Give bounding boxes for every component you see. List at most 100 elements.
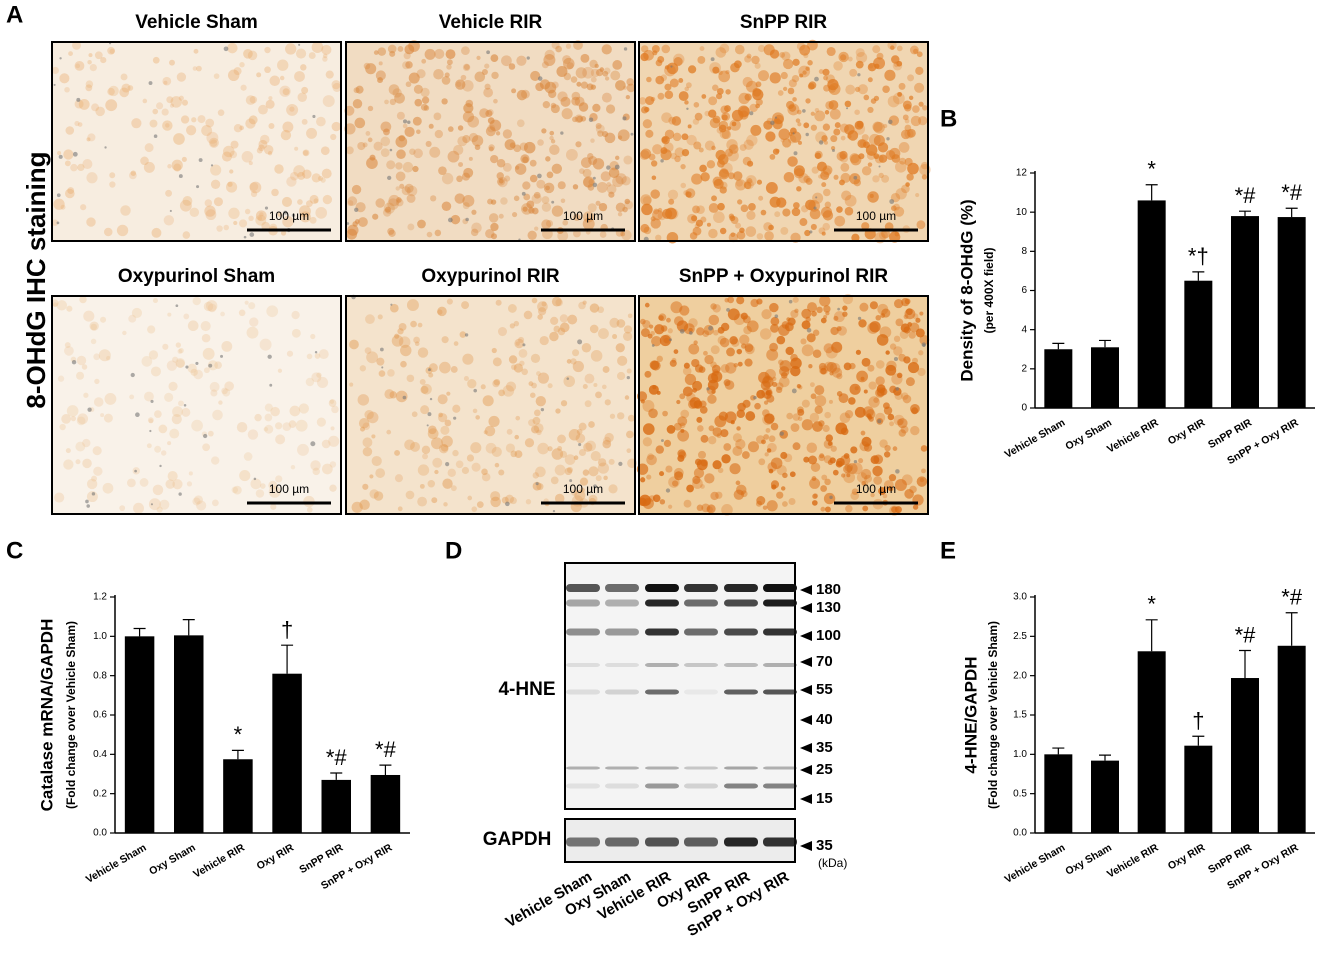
speck [521, 191, 526, 196]
cell [376, 357, 385, 366]
cell [373, 491, 384, 501]
cell [396, 149, 406, 160]
cell [914, 82, 925, 93]
speck [150, 503, 153, 506]
cell [508, 355, 518, 364]
bar [1091, 760, 1119, 833]
band [605, 837, 639, 847]
cell [281, 196, 293, 207]
speck [53, 83, 56, 86]
cell [677, 416, 688, 427]
cell [597, 462, 609, 474]
cell [890, 45, 895, 50]
cell [387, 198, 399, 210]
cell [250, 478, 262, 490]
marker-arrow [800, 603, 812, 613]
cell [447, 126, 454, 132]
cell [82, 438, 91, 448]
cell [332, 82, 342, 92]
cell [267, 151, 273, 156]
cell [297, 443, 309, 456]
cell [244, 300, 249, 305]
speck [150, 399, 154, 403]
speck [537, 76, 543, 81]
cell [738, 92, 750, 105]
cell [553, 325, 561, 333]
cell [509, 497, 517, 505]
cell [526, 200, 535, 209]
cell [575, 433, 586, 444]
cell [289, 106, 295, 112]
cell [260, 483, 266, 489]
cell [796, 186, 802, 192]
cell [797, 416, 803, 422]
cell [270, 503, 277, 510]
cell [899, 157, 907, 165]
cell [490, 154, 499, 164]
cell [712, 84, 719, 91]
cell [598, 328, 609, 339]
cell [910, 425, 920, 436]
image-title: Vehicle RIR [439, 12, 543, 33]
cell [347, 200, 354, 207]
cell [834, 215, 846, 227]
error-bar [133, 627, 146, 637]
cell [144, 143, 154, 153]
speck [381, 366, 384, 369]
cell [856, 370, 868, 383]
cell [907, 128, 916, 138]
cell [143, 161, 155, 173]
cell [302, 169, 312, 179]
cell [706, 222, 711, 227]
cell [536, 483, 544, 491]
cell [893, 414, 905, 426]
cell [713, 211, 725, 224]
y-axis-sublabel: (per 400X field) [982, 247, 996, 333]
texture [349, 294, 637, 513]
cell [293, 165, 306, 177]
cell [570, 76, 578, 83]
cell [463, 64, 470, 71]
cell [588, 494, 598, 504]
cell [457, 136, 468, 147]
speck [686, 107, 689, 110]
cell [275, 434, 286, 445]
cell [541, 202, 552, 212]
cell [538, 307, 547, 316]
cell [496, 172, 504, 180]
y-tick-label: 0.4 [93, 749, 107, 760]
cell [778, 128, 790, 140]
cell [59, 423, 66, 431]
significance: * [1147, 157, 1156, 182]
speck [243, 235, 247, 239]
cell [566, 359, 572, 364]
cell [642, 196, 652, 206]
cell [574, 489, 586, 501]
cell [823, 492, 836, 505]
cell [877, 389, 885, 397]
cell [548, 89, 557, 99]
cell [555, 408, 561, 414]
cell [438, 412, 443, 418]
cell [652, 144, 663, 155]
cell [521, 368, 528, 376]
cell [222, 388, 231, 397]
cell [175, 342, 181, 348]
panel-label: C [6, 537, 23, 564]
cell [495, 299, 502, 306]
cell [571, 91, 581, 101]
cell [416, 129, 421, 135]
cell [580, 157, 592, 168]
cell [622, 206, 628, 213]
cell [626, 83, 636, 93]
cell [455, 460, 464, 469]
cell [481, 69, 488, 76]
y-axis-label: Density of 8-OHdG (%) [957, 199, 976, 381]
cell [720, 429, 729, 438]
cell [181, 156, 187, 162]
cell [612, 334, 618, 340]
cell [694, 112, 703, 121]
speck [614, 164, 620, 170]
cell [391, 335, 404, 347]
cell [707, 394, 717, 404]
